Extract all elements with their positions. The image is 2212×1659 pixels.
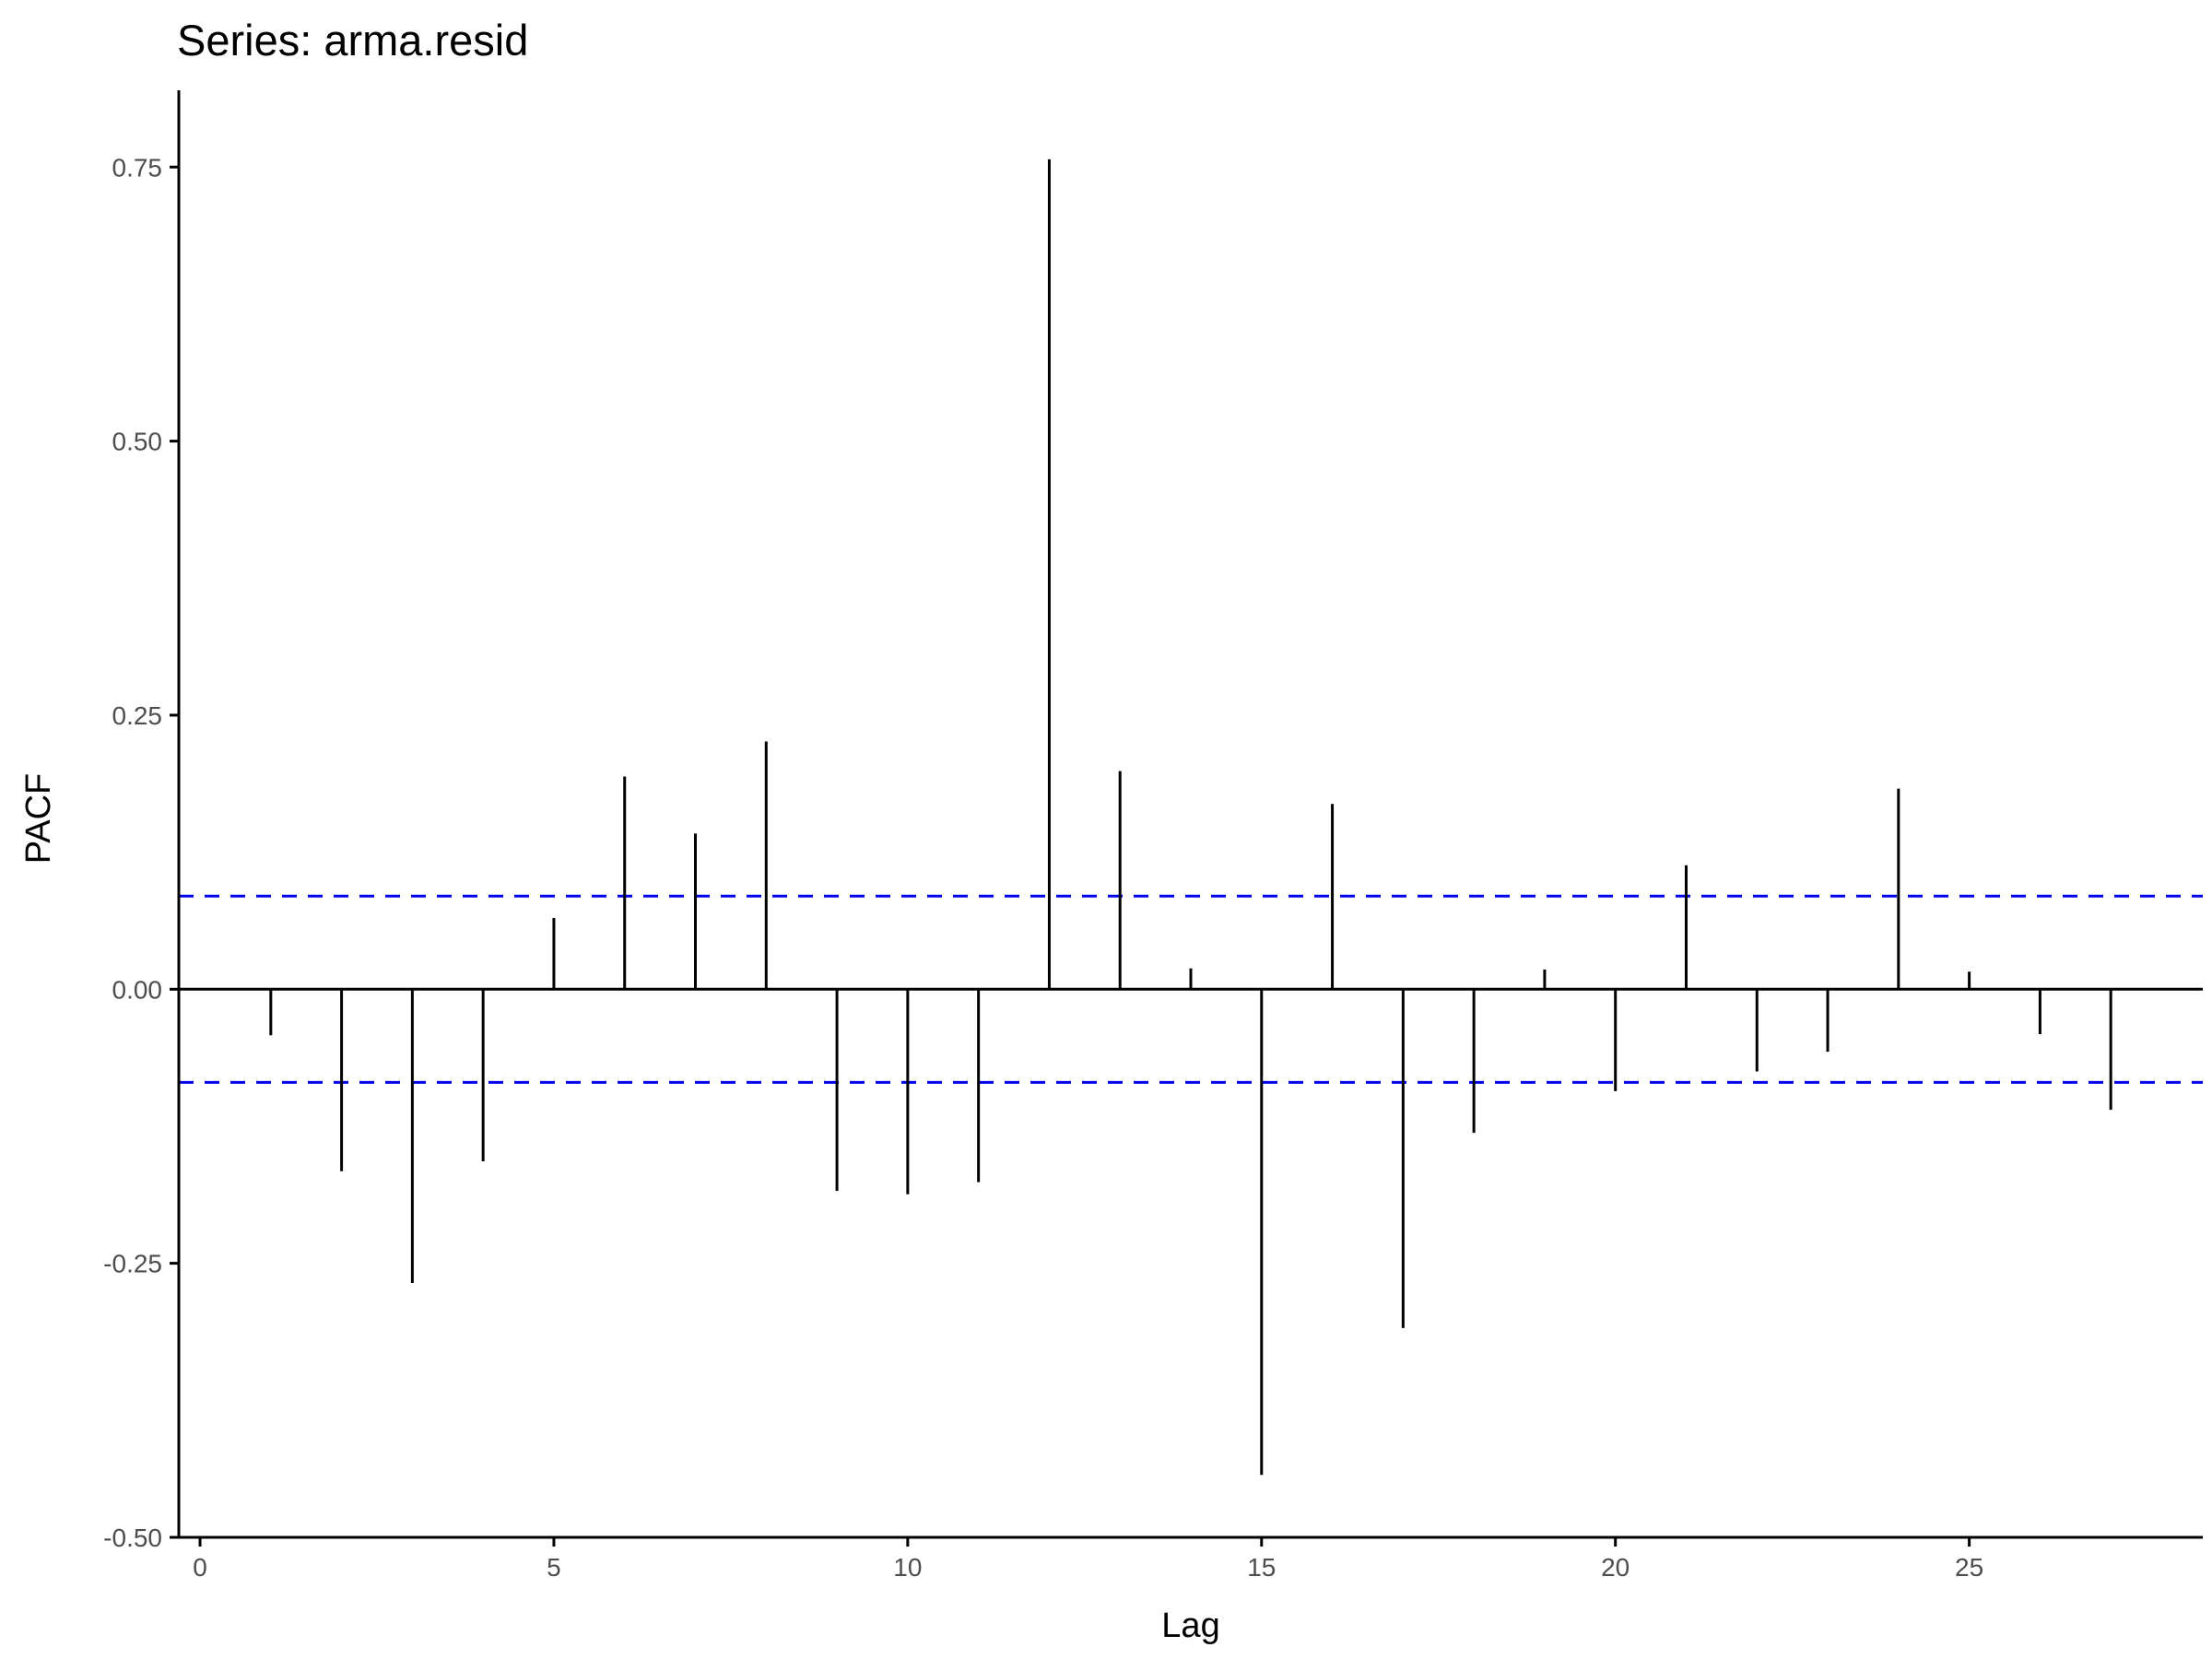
y-tick-label: -0.25 <box>103 1250 162 1278</box>
x-tick-label: 20 <box>1601 1553 1630 1582</box>
y-tick-label: 0.00 <box>112 975 163 1004</box>
y-tick-label: 0.75 <box>112 153 163 182</box>
x-tick-label: 15 <box>1247 1553 1276 1582</box>
x-tick-label: 25 <box>1955 1553 1983 1582</box>
y-axis-ticks: -0.50 -0.25 0.00 0.25 0.50 0.75 <box>103 153 179 1552</box>
x-axis-ticks: 0 5 10 15 20 25 <box>193 1537 1983 1582</box>
x-tick-label: 10 <box>893 1553 922 1582</box>
confidence-bounds <box>179 894 2203 1084</box>
x-tick-label: 0 <box>193 1553 207 1582</box>
y-tick-label: -0.50 <box>103 1524 162 1552</box>
y-axis-title: PACF <box>19 773 58 865</box>
chart-title: Series: arma.resid <box>177 16 528 65</box>
y-tick-label: 0.50 <box>112 428 163 456</box>
x-tick-label: 5 <box>547 1553 561 1582</box>
x-axis-title: Lag <box>1161 1606 1219 1645</box>
y-tick-label: 0.25 <box>112 701 163 730</box>
pacf-bars <box>269 159 2112 1476</box>
